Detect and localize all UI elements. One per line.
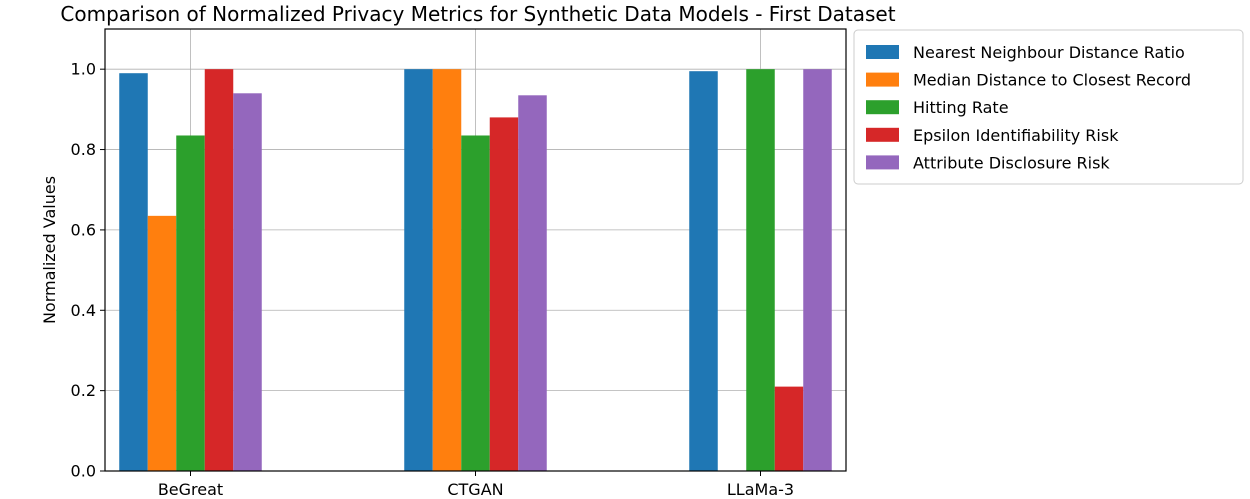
chart-title: Comparison of Normalized Privacy Metrics…	[60, 2, 895, 26]
legend-label: Attribute Disclosure Risk	[913, 153, 1110, 172]
y-axis-label: Normalized Values	[40, 176, 59, 324]
x-tick-label: CTGAN	[447, 480, 503, 499]
bars	[119, 69, 832, 472]
bar	[176, 135, 205, 471]
legend-swatch	[866, 45, 899, 59]
legend-swatch	[866, 72, 899, 87]
bar	[119, 73, 148, 471]
bar	[147, 215, 177, 471]
axis-ticks: 0.0 0.2 0.4 0.6 0.8 1.0 BeGreat CTGAN LLaMa-3	[71, 60, 795, 499]
bar	[204, 69, 234, 471]
bar	[774, 386, 804, 471]
bar	[518, 95, 547, 472]
bar	[689, 71, 718, 471]
y-tick-label: 1.0	[71, 60, 96, 79]
legend-label: Median Distance to Closest Record	[913, 71, 1191, 90]
legend-swatch	[866, 155, 899, 170]
bar	[233, 93, 262, 472]
bar	[803, 69, 832, 471]
legend-frame	[853, 29, 1244, 185]
legend: Nearest Neighbour Distance Ratio Median D…	[853, 29, 1244, 185]
bar	[461, 135, 490, 471]
x-tick-label: BeGreat	[158, 480, 223, 499]
bar	[489, 117, 519, 472]
legend-label: Hitting Rate	[913, 98, 1009, 117]
legend-label: Nearest Neighbour Distance Ratio	[913, 43, 1185, 62]
bar	[432, 69, 462, 471]
legend-swatch	[866, 127, 899, 142]
y-tick-label: 0.6	[71, 220, 96, 239]
x-tick-label: LLaMa-3	[727, 480, 794, 499]
bar	[746, 69, 775, 471]
legend-swatch	[866, 100, 899, 115]
y-tick-label: 0.2	[71, 381, 96, 400]
legend-label: Epsilon Identifiability Risk	[913, 126, 1119, 145]
y-tick-label: 0.0	[71, 462, 96, 481]
bar	[404, 69, 433, 471]
y-tick-label: 0.4	[71, 301, 96, 320]
y-tick-label: 0.8	[71, 140, 96, 159]
